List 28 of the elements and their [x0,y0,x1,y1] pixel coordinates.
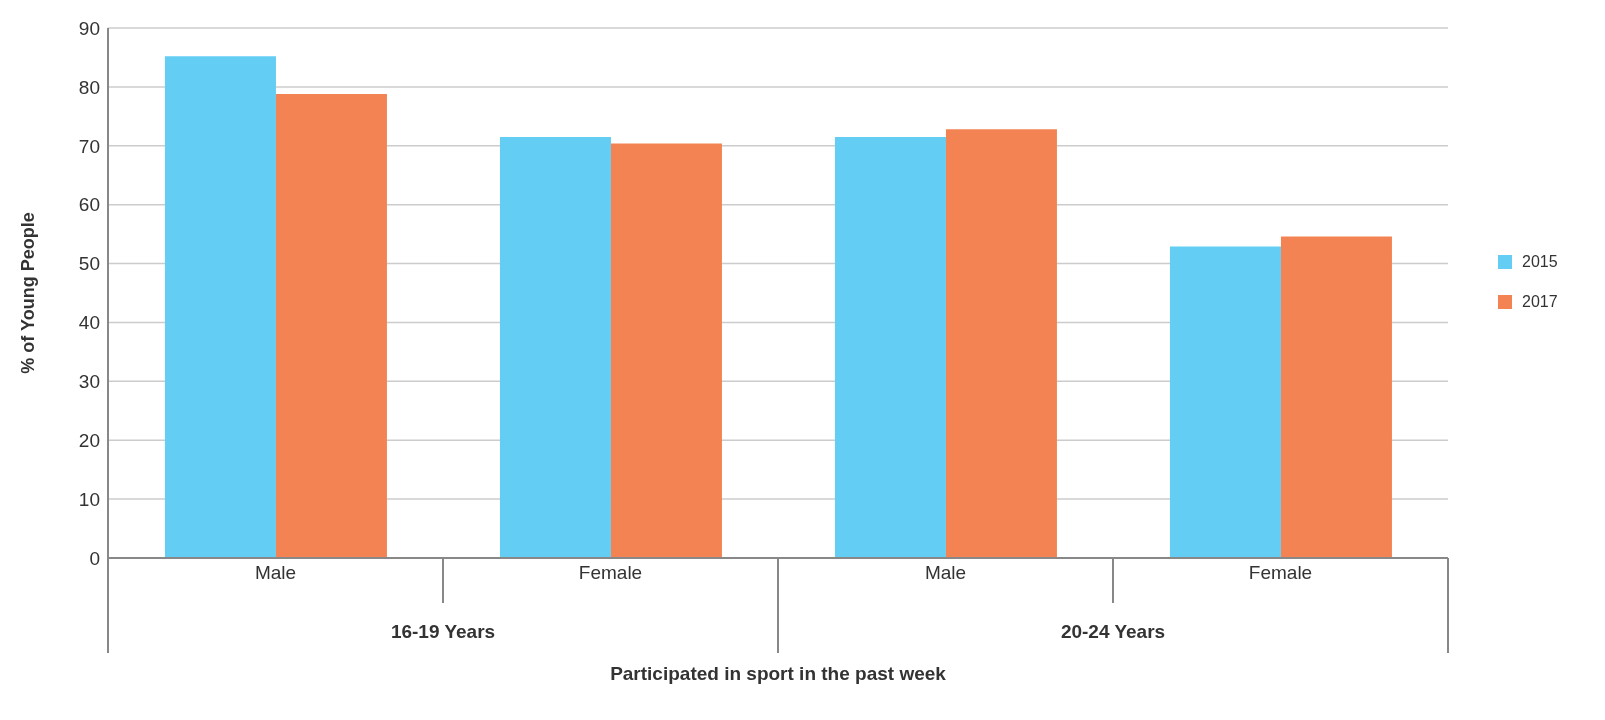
bar [499,136,611,558]
bar [275,93,387,558]
legend-label: 2015 [1522,253,1558,271]
bar [1280,236,1392,558]
y-tick-label: 50 [78,253,100,275]
y-tick-label: 20 [78,429,100,451]
bar [164,56,276,558]
bar [1169,246,1281,558]
y-axis-title: % of Young People [18,212,39,374]
y-tick-label: 40 [78,312,100,334]
x-tick-label: Male [254,562,297,584]
y-tick-label: 30 [78,371,100,393]
y-tick-label: 10 [78,488,100,510]
x-tick-label: Male [924,562,967,584]
y-tick-label: 80 [78,76,100,98]
bar [834,136,946,558]
y-tick-label: 90 [78,17,100,39]
x-tick-label: Female [1248,562,1313,584]
bar [610,143,722,558]
y-tick-label: 0 [89,547,100,569]
legend-label: 2017 [1522,293,1558,311]
bar [945,129,1057,558]
y-tick-label: 70 [78,135,100,157]
text: 16-19 Years [390,621,496,642]
y-tick-label: 60 [78,194,100,216]
x-axis-title: Participated in sport in the past week [610,663,947,684]
x-tick-label: Female [578,562,643,584]
text: 20-24 Years [1060,621,1166,642]
